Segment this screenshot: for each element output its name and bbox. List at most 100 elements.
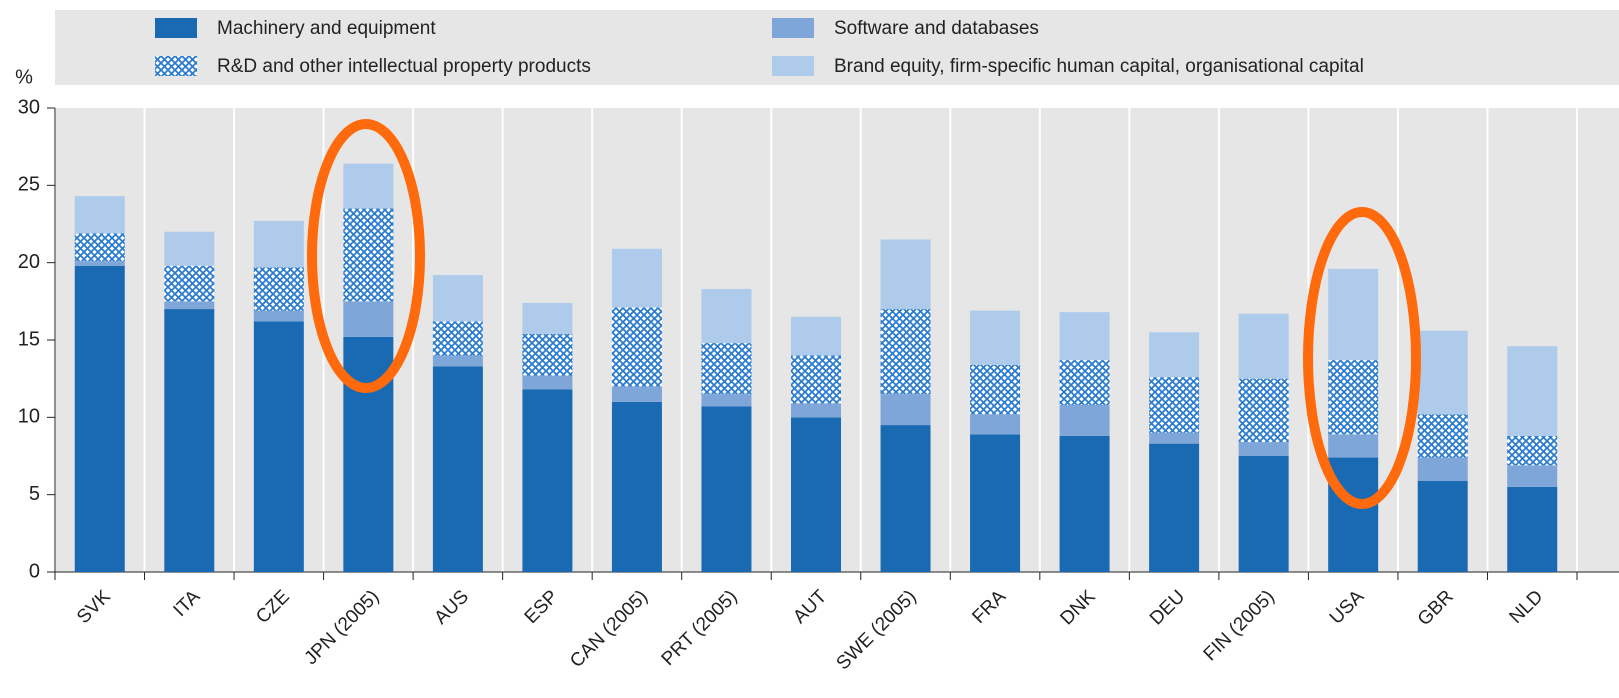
x-tick-label: GBR	[1414, 586, 1458, 630]
bar-segment	[432, 275, 483, 322]
bar-segment	[791, 403, 841, 418]
bar-segment	[880, 425, 931, 572]
y-tick-label: 25	[18, 174, 40, 196]
x-tick-label: DEU	[1146, 586, 1189, 629]
bar-segment	[164, 265, 215, 302]
x-tick-label: FRA	[968, 586, 1010, 628]
bar-segment	[611, 386, 662, 402]
y-tick-label: 15	[18, 328, 40, 350]
y-tick-label: 0	[29, 560, 40, 582]
x-tick-label: ITA	[170, 586, 205, 621]
x-tick-label: DNK	[1056, 586, 1099, 629]
bar-segment	[970, 434, 1021, 572]
bar-segment	[432, 355, 483, 367]
bar-segment	[74, 196, 125, 234]
bar-segment	[1507, 465, 1558, 487]
bar-segment	[1507, 435, 1558, 466]
bar-segment	[253, 321, 304, 572]
bar-segment	[253, 310, 304, 322]
legend-background	[55, 10, 1619, 85]
x-tick-label: AUT	[789, 586, 831, 628]
bar-segment	[1328, 268, 1379, 361]
bar-segment	[791, 316, 841, 356]
bar-segment	[432, 366, 483, 572]
bar-segment	[1328, 457, 1379, 572]
y-tick-label: 20	[18, 251, 40, 273]
bar-segment	[1149, 332, 1200, 378]
x-tick-label: PRT (2005)	[658, 586, 742, 670]
bar-segment	[970, 310, 1021, 365]
bar-segment	[701, 343, 752, 395]
bar-segment	[970, 414, 1021, 435]
bar-segment	[1059, 404, 1110, 436]
bar-segment	[1417, 457, 1468, 481]
bar-segment	[1059, 360, 1110, 405]
x-tick-label: CAN (2005)	[566, 586, 652, 672]
bar-segment	[1417, 330, 1468, 415]
x-tick-label: FIN (2005)	[1200, 586, 1279, 665]
bar-segment	[1059, 435, 1110, 572]
bar-segment	[791, 417, 841, 572]
bar-segment	[343, 301, 394, 337]
x-tick-label: AUS	[430, 586, 472, 628]
legend-swatch	[155, 56, 197, 76]
y-tick-label: 30	[18, 96, 40, 118]
x-tick-label: SVK	[73, 586, 115, 628]
bar-segment	[164, 309, 215, 572]
bar-segment	[880, 394, 931, 426]
bar-segment	[1417, 480, 1468, 572]
bar-segment	[1149, 432, 1200, 444]
bar-segment	[1238, 456, 1289, 572]
y-tick-label: 5	[29, 483, 40, 505]
bar-segment	[522, 389, 573, 572]
bar-segment	[74, 265, 125, 572]
bar-segment	[701, 406, 752, 572]
bar-segment	[522, 375, 573, 390]
bar-segment	[701, 394, 752, 407]
bar-segment	[1328, 360, 1379, 435]
bar-segment	[164, 301, 215, 310]
bar-segment	[1238, 378, 1289, 443]
legend-label: Machinery and equipment	[217, 18, 436, 39]
bar-segment	[611, 307, 662, 387]
bar-segment	[1238, 442, 1289, 456]
x-tick-label: NLD	[1506, 586, 1548, 628]
bar-segment	[1507, 346, 1558, 436]
legend-label: Brand equity, firm-specific human capita…	[834, 56, 1364, 77]
x-tick-label: JPN (2005)	[301, 586, 384, 669]
bar-segment	[611, 401, 662, 572]
bar-segment	[432, 321, 483, 356]
highlight-ellipse	[1303, 207, 1421, 509]
x-tick-label: USA	[1326, 586, 1369, 629]
bar-segment	[1328, 434, 1379, 458]
bar-segment	[343, 163, 394, 209]
bar-segment	[253, 267, 304, 311]
legend-swatch	[155, 18, 197, 38]
y-axis-label: %	[15, 66, 33, 88]
legend-label: Software and databases	[834, 18, 1039, 39]
y-tick-label: 10	[18, 406, 40, 428]
bar-segment	[253, 220, 304, 268]
bar-segment	[1417, 414, 1468, 458]
bar-segment	[970, 364, 1021, 415]
bar-segment	[522, 302, 573, 334]
bar-segment	[611, 248, 662, 308]
x-tick-label: SWE (2005)	[833, 586, 921, 674]
bar-segment	[1238, 313, 1289, 379]
legend-swatch	[772, 56, 814, 76]
bar-segment	[701, 288, 752, 344]
legend-label: R&D and other intellectual property prod…	[217, 56, 591, 77]
bar-segment	[74, 261, 125, 266]
bar-segment	[791, 355, 841, 404]
highlight-ellipse	[307, 119, 425, 393]
bar-segment	[164, 231, 215, 266]
legend-swatch	[772, 18, 814, 38]
bar-segment	[1059, 312, 1110, 361]
bar-segment	[1149, 443, 1200, 572]
bar-segment	[1507, 486, 1558, 572]
bar-segment	[880, 239, 931, 310]
bar-segment	[880, 309, 931, 395]
x-tick-label: ESP	[521, 586, 563, 628]
bar-segment	[343, 208, 394, 302]
